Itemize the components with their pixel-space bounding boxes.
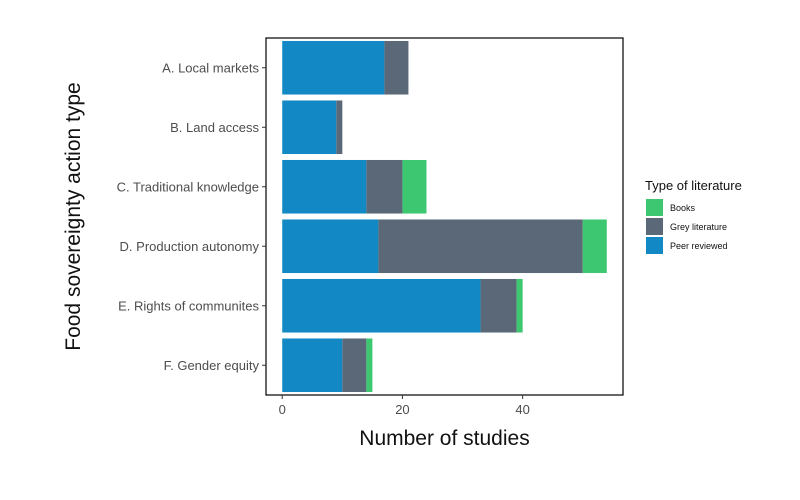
y-tick-label: B. Land access <box>170 120 259 135</box>
bar-books-5 <box>516 278 523 333</box>
legend: Type of literature Books Grey literature P… <box>645 178 742 254</box>
bar-grey-literature-3 <box>366 159 403 214</box>
plot-panel-border <box>265 37 624 396</box>
bar-peer-reviewed-1 <box>282 40 385 95</box>
x-axis: 0 20 40 <box>279 395 530 417</box>
bar-peer-reviewed-2 <box>282 100 337 155</box>
bar-grey-literature-1 <box>384 40 409 95</box>
y-axis: A. Local markets B. Land access C. Traditi… <box>117 60 266 373</box>
legend-label-books: Books <box>670 203 696 213</box>
bar-books-4 <box>582 219 607 274</box>
bar-peer-reviewed-3 <box>282 159 367 214</box>
bar-peer-reviewed-5 <box>282 278 481 333</box>
y-tick-label: F. Gender equity <box>164 358 260 373</box>
bar-grey-literature-4 <box>378 219 583 274</box>
legend-key-peer-reviewed <box>646 237 663 254</box>
bars-layer <box>282 40 607 393</box>
x-tick-label: 40 <box>515 402 529 417</box>
bar-books-3 <box>402 159 427 214</box>
bar-peer-reviewed-4 <box>282 219 379 274</box>
bar-grey-literature-6 <box>342 338 367 393</box>
x-axis-title: Number of studies <box>359 427 529 450</box>
legend-key-books <box>646 199 663 216</box>
y-tick-label: A. Local markets <box>162 60 259 75</box>
y-axis-title: Food sovereignty action type <box>62 82 85 351</box>
bar-grey-literature-2 <box>336 100 343 155</box>
y-tick-label: E. Rights of communites <box>118 298 259 313</box>
y-tick-label: C. Traditional knowledge <box>117 179 259 194</box>
legend-label-peer-reviewed: Peer reviewed <box>670 241 728 251</box>
bar-books-6 <box>366 338 373 393</box>
legend-key-grey-literature <box>646 218 663 235</box>
bar-grey-literature-5 <box>480 278 517 333</box>
x-tick-label: 20 <box>395 402 409 417</box>
y-tick-label: D. Production autonomy <box>120 239 260 254</box>
legend-title: Type of literature <box>645 178 742 193</box>
bar-peer-reviewed-6 <box>282 338 343 393</box>
legend-label-grey-literature: Grey literature <box>670 222 727 232</box>
x-tick-label: 0 <box>279 402 286 417</box>
